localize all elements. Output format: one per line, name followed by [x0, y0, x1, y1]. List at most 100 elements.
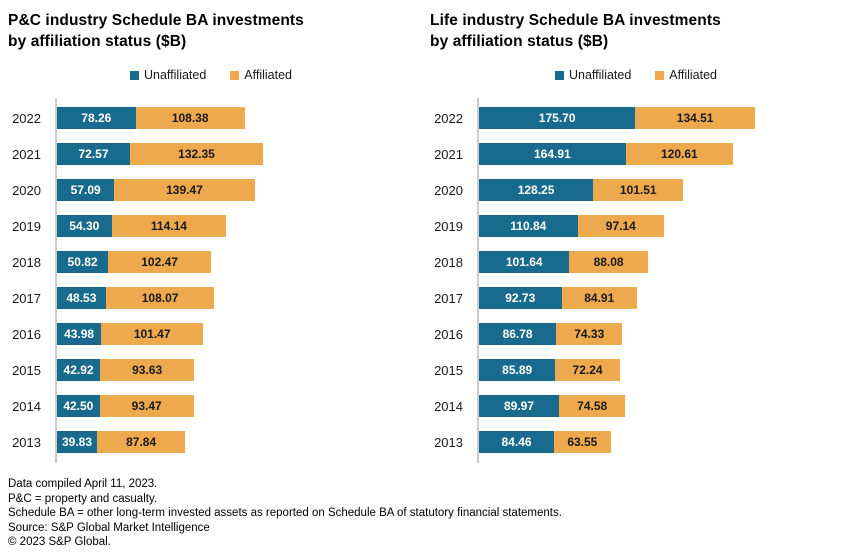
value-label: 42.50	[63, 399, 94, 413]
affiliated-segment: 84.91	[561, 287, 637, 309]
value-label: 54.30	[69, 219, 100, 233]
bar-row-2015: 2015 42.92 93.63	[8, 359, 414, 381]
year-label: 2014	[12, 398, 41, 414]
value-label: 78.26	[81, 111, 112, 125]
bar-row-2019: 2019 54.30 114.14	[8, 215, 414, 237]
year-label: 2013	[434, 434, 463, 450]
value-label: 93.47	[131, 399, 162, 413]
value-label: 101.64	[505, 255, 543, 269]
legend: Unaffiliated Affiliated	[430, 67, 842, 83]
bar-row-2015: 2015 85.89 72.24	[430, 359, 842, 381]
value-label: 89.97	[503, 399, 535, 413]
year-label: 2018	[12, 254, 41, 270]
value-label: 74.33	[574, 327, 605, 341]
legend-item-affiliated: Affiliated	[230, 68, 292, 82]
unaffiliated-segment: 48.53	[57, 287, 106, 309]
stacked-bar: 48.53 108.07	[57, 287, 215, 309]
value-label: 63.55	[567, 435, 598, 449]
value-label: 132.35	[178, 147, 215, 161]
value-label: 88.08	[593, 255, 624, 269]
value-label: 93.63	[132, 363, 163, 377]
stacked-bar: 92.73 84.91	[479, 287, 637, 309]
stacked-bar: 54.30 114.14	[57, 215, 227, 237]
value-label: 97.14	[605, 219, 636, 233]
value-label: 50.82	[67, 255, 98, 269]
footnote-source: Source: S&P Global Market Intelligence	[8, 521, 210, 534]
bar-row-2014: 2014 89.97 74.58	[430, 395, 842, 417]
chart-title-line: by affiliation status ($B)	[8, 33, 187, 50]
value-label: 84.46	[501, 435, 532, 449]
year-label: 2019	[12, 218, 41, 234]
unaffiliated-segment: 72.57	[57, 143, 130, 165]
affiliated-segment: 139.47	[114, 179, 255, 201]
year-label: 2021	[434, 146, 463, 162]
unaffiliated-segment: 50.82	[57, 251, 109, 273]
unaffiliated-segment: 57.09	[57, 179, 115, 201]
chart-title-line: by affiliation status ($B)	[430, 33, 609, 50]
legend-swatch-icon	[554, 70, 564, 80]
stacked-bar: 86.78 74.33	[479, 323, 623, 345]
affiliated-segment: 120.61	[625, 143, 733, 165]
unaffiliated-segment: 85.89	[479, 359, 556, 381]
affiliated-segment: 101.47	[101, 323, 204, 345]
affiliated-segment: 88.08	[569, 251, 648, 273]
bar-row-2013: 2013 39.83 87.84	[8, 431, 414, 453]
footnote-data-compiled: Data compiled April 11, 2023.	[8, 478, 158, 490]
value-label: 108.38	[171, 111, 209, 125]
bar-row-2019: 2019 110.84 97.14	[430, 215, 842, 237]
stacked-bar: 72.57 132.35	[57, 143, 263, 165]
year-label: 2018	[434, 254, 463, 270]
footnotes: Data compiled April 11, 2023. P&C = prop…	[8, 477, 562, 550]
value-label: 48.53	[66, 291, 97, 305]
value-label: 72.24	[572, 363, 603, 377]
footnote-pnc-definition: P&C = property and casualty.	[8, 492, 158, 505]
unaffiliated-segment: 43.98	[57, 323, 102, 345]
affiliated-segment: 74.58	[559, 395, 626, 417]
unaffiliated-segment: 175.70	[479, 107, 636, 129]
affiliated-segment: 74.33	[556, 323, 623, 345]
year-label: 2015	[12, 362, 41, 378]
stacked-bar: 85.89 72.24	[479, 359, 620, 381]
chart-title-line: P&C industry Schedule BA investments	[8, 12, 304, 29]
year-label: 2013	[12, 434, 41, 450]
plot-area: 2022 175.70 134.51 2021 164.91 120.61 2020 128.…	[430, 98, 842, 463]
value-label: 85.89	[502, 363, 533, 377]
affiliated-segment: 72.24	[555, 359, 620, 381]
bar-row-2016: 2016 43.98 101.47	[8, 323, 414, 345]
stacked-bar: 39.83 87.84	[57, 431, 186, 453]
legend-swatch-icon	[655, 70, 665, 80]
y-axis-line	[55, 98, 57, 463]
unaffiliated-segment: 164.91	[479, 143, 626, 165]
stacked-bar: 84.46 63.55	[479, 431, 611, 453]
stacked-bar: 164.91 120.61	[479, 143, 733, 165]
stacked-bar: 42.92 93.63	[57, 359, 195, 381]
stacked-bar: 175.70 134.51	[479, 107, 755, 129]
value-label: 175.70	[538, 111, 576, 125]
affiliated-segment: 114.14	[111, 215, 227, 237]
bar-row-2022: 2022 175.70 134.51	[430, 107, 842, 129]
unaffiliated-segment: 110.84	[479, 215, 578, 237]
year-label: 2017	[12, 290, 41, 306]
life-chart: Life industry Schedule BA investments by …	[430, 10, 842, 463]
value-label: 74.58	[577, 399, 608, 413]
bar-row-2017: 2017 48.53 108.07	[8, 287, 414, 309]
stacked-bar: 43.98 101.47	[57, 323, 204, 345]
value-label: 128.25	[517, 183, 555, 197]
affiliated-segment: 108.07	[105, 287, 215, 309]
stacked-bar: 128.25 101.51	[479, 179, 684, 201]
affiliated-segment: 87.84	[97, 431, 186, 453]
legend-swatch-icon	[129, 70, 139, 80]
value-label: 101.47	[133, 327, 171, 341]
footnote-copyright: © 2023 S&P Global.	[8, 536, 111, 549]
bar-row-2013: 2013 84.46 63.55	[430, 431, 842, 453]
value-label: 57.09	[70, 183, 101, 197]
legend-item-unaffiliated: Unaffiliated	[129, 68, 206, 82]
y-axis-line	[477, 98, 479, 463]
affiliated-segment: 97.14	[577, 215, 664, 237]
bar-row-2018: 2018 50.82 102.47	[8, 251, 414, 273]
bar-row-2017: 2017 92.73 84.91	[430, 287, 842, 309]
value-label: 164.91	[533, 147, 571, 161]
unaffiliated-segment: 42.50	[57, 395, 100, 417]
bar-row-2020: 2020 57.09 139.47	[8, 179, 414, 201]
value-label: 87.84	[126, 435, 157, 449]
